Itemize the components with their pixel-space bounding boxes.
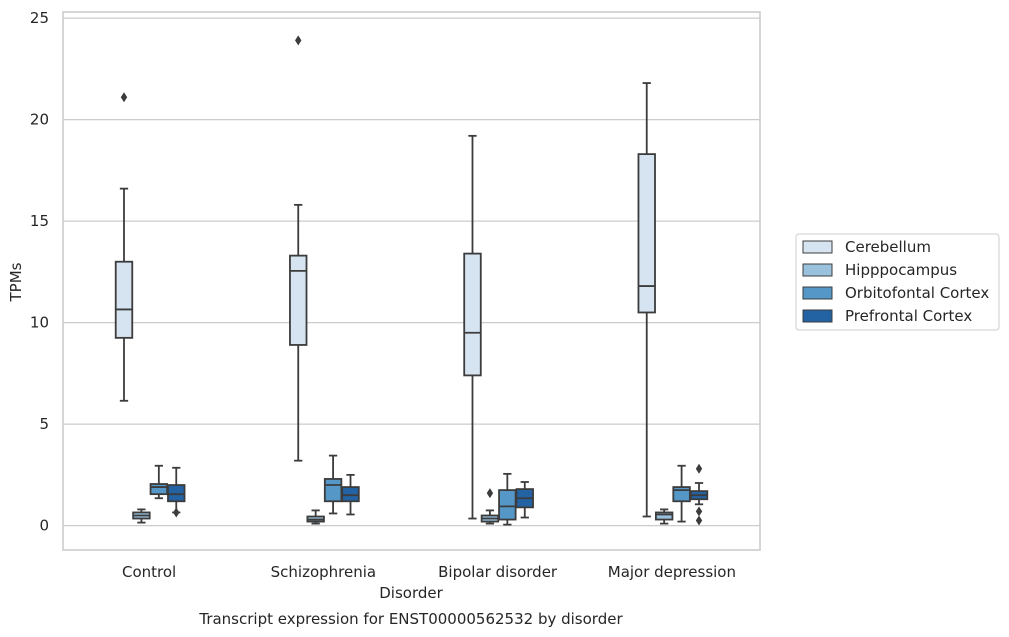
box	[323, 478, 343, 503]
y-tick-label: 20	[30, 111, 49, 129]
x-axis-ticks: Control Schizophrenia Bipolar disorder Majo…	[122, 563, 736, 581]
box	[289, 254, 308, 346]
box	[149, 483, 169, 496]
box	[114, 260, 134, 339]
x-tick-label: Bipolar disorder	[438, 563, 558, 581]
gridlines	[63, 17, 760, 527]
y-axis-ticks: 0 5 10 15 20 25	[30, 9, 49, 535]
y-tick-label: 5	[39, 415, 49, 433]
category-group	[289, 35, 360, 525]
category-group	[114, 92, 186, 524]
legend-swatch	[802, 309, 833, 323]
box-groups	[114, 35, 709, 526]
legend: Cerebellum Hipppocampus Orbitofontal Corte…	[795, 233, 1000, 331]
x-tick-label: Major depression	[608, 563, 736, 581]
plot-frame	[62, 11, 761, 551]
box	[341, 486, 360, 503]
box	[672, 486, 691, 503]
outlier-point	[295, 35, 302, 46]
box	[463, 252, 482, 377]
outlier-point	[695, 506, 703, 517]
legend-swatch	[802, 286, 833, 300]
outlier-point	[120, 92, 128, 103]
outlier-point	[486, 488, 494, 499]
category-group	[637, 82, 709, 526]
legend-label: Orbitofontal Cortex	[845, 284, 989, 302]
y-tick-label: 15	[30, 212, 49, 230]
legend-label: Hipppocampus	[845, 261, 957, 279]
x-tick-label: Control	[122, 563, 176, 581]
box	[637, 153, 656, 314]
legend-label: Cerebellum	[845, 238, 931, 256]
legend-label: Prefrontal Cortex	[845, 307, 972, 325]
box	[654, 511, 674, 521]
y-tick-label: 0	[39, 517, 49, 535]
outlier-point	[695, 515, 703, 526]
y-tick-label: 10	[30, 314, 49, 332]
outlier-point	[173, 507, 180, 518]
legend-swatch	[802, 263, 833, 277]
x-axis-label: Disorder	[379, 584, 443, 602]
box	[498, 489, 517, 521]
y-tick-label: 25	[30, 9, 49, 27]
box	[167, 484, 186, 503]
chart-title: Transcript expression for ENST0000056253…	[198, 610, 623, 628]
outlier-point	[695, 463, 703, 474]
y-axis-label: TPMs	[7, 262, 25, 302]
x-tick-label: Schizophrenia	[271, 563, 376, 581]
category-group	[463, 134, 534, 526]
legend-swatch	[802, 240, 833, 254]
legend-frame	[795, 233, 1000, 331]
